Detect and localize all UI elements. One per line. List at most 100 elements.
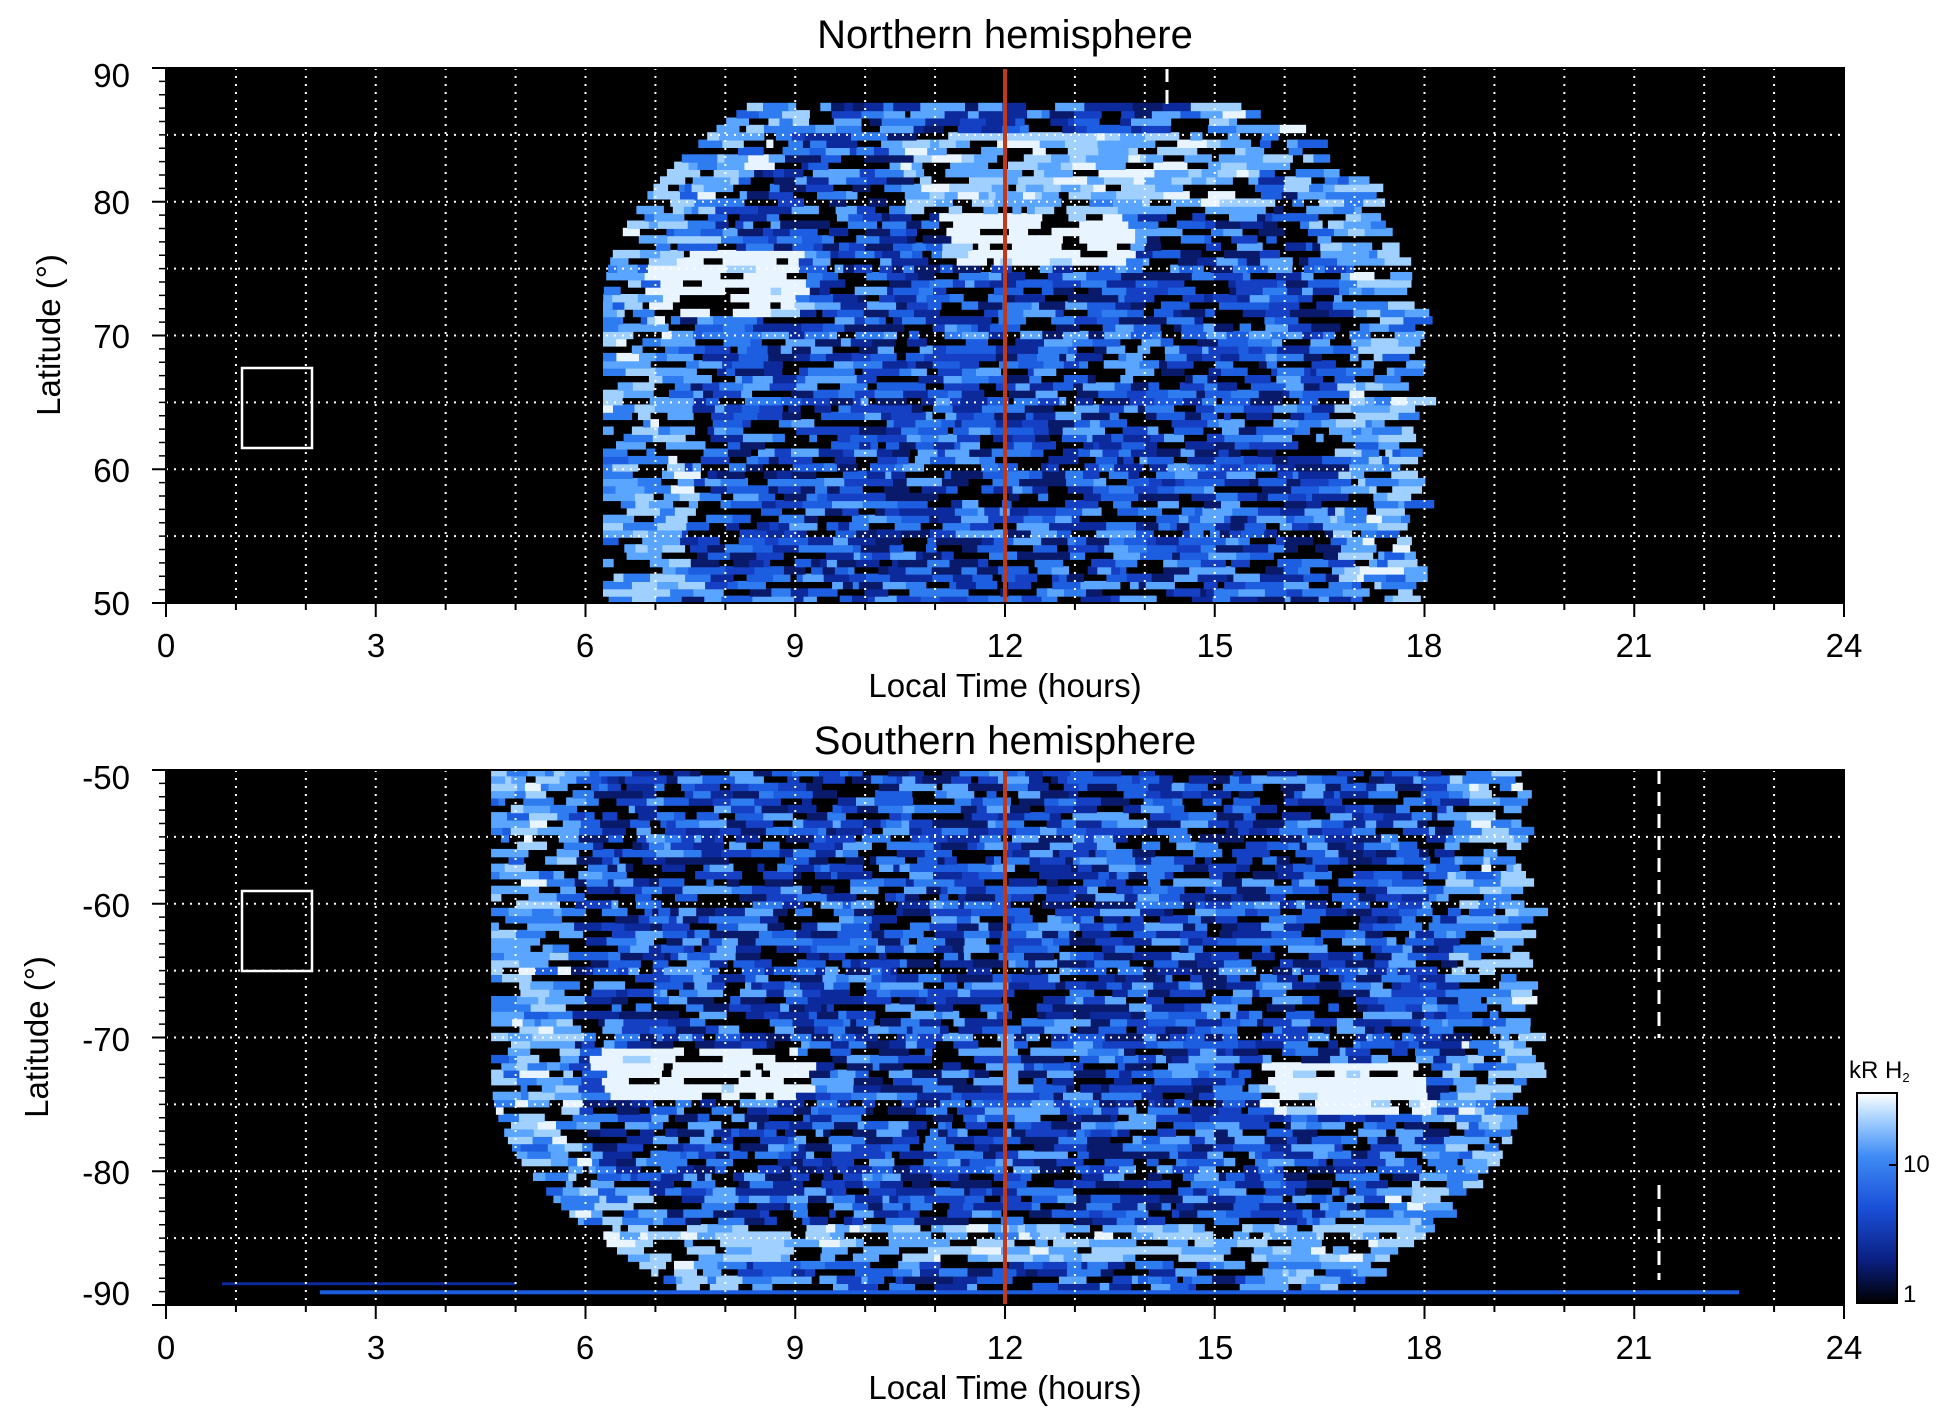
aurora-cell (868, 514, 888, 524)
aurora-cell (1072, 1179, 1097, 1189)
aurora-cell (903, 404, 913, 413)
aurora-cell (1340, 272, 1351, 281)
aurora-cell (1190, 102, 1213, 112)
aurora-cell (961, 514, 989, 524)
aurora-cell (1242, 308, 1267, 318)
aurora-cell (849, 146, 857, 156)
aurora-cell (1051, 1209, 1082, 1218)
aurora-cell (698, 915, 710, 924)
aurora-cell (588, 1165, 597, 1174)
aurora-cell (1295, 1047, 1319, 1056)
aurora-cell (590, 959, 609, 968)
aurora-cell (599, 1194, 607, 1204)
north-ticks (152, 67, 1845, 617)
aurora-cell (953, 117, 961, 126)
aurora-cell (1315, 981, 1342, 990)
aurora-cell (751, 352, 769, 362)
aurora-cell (1369, 1091, 1400, 1101)
aurora-cell (916, 294, 927, 303)
aurora-cell (878, 863, 894, 872)
aurora-cell (1145, 411, 1158, 421)
aurora-cell (1116, 885, 1134, 895)
aurora-cell (864, 154, 894, 163)
aurora-cell (832, 1187, 847, 1196)
aurora-cell (1358, 922, 1374, 931)
aurora-cell (1349, 397, 1366, 406)
aurora-cell (1260, 124, 1281, 134)
aurora-cell (1108, 863, 1137, 872)
aurora-cell (1158, 1003, 1186, 1012)
aurora-cell (726, 264, 757, 273)
aurora-cell (857, 294, 866, 303)
aurora-cell (989, 1143, 1006, 1152)
aurora-cell (1190, 1179, 1218, 1189)
aurora-cell (959, 117, 987, 126)
aurora-cell (854, 286, 875, 296)
aurora-cell (1007, 529, 1024, 538)
aurora-cell (1391, 841, 1400, 850)
aurora-cell (891, 124, 915, 134)
aurora-cell (1174, 169, 1189, 178)
aurora-cell (768, 352, 795, 362)
aurora-cell (763, 227, 774, 237)
aurora-cell (804, 1268, 816, 1277)
aurora-cell (1401, 981, 1421, 990)
aurora-cell (1089, 1238, 1113, 1248)
aurora-cell (1190, 974, 1203, 983)
aurora-cell (676, 1165, 695, 1174)
aurora-cell (606, 1238, 636, 1248)
aurora-cell (900, 1172, 918, 1181)
aurora-cell (754, 566, 785, 575)
aurora-cell (1309, 345, 1334, 354)
aurora-cell (1065, 856, 1074, 865)
aurora-cell (791, 205, 819, 215)
aurora-cell (1253, 1246, 1274, 1255)
aurora-cell (1373, 492, 1388, 502)
aurora-cell (927, 558, 951, 568)
aurora-cell (877, 878, 885, 887)
aurora-cell (1323, 169, 1340, 178)
aurora-cell (1055, 308, 1064, 318)
aurora-cell (1248, 345, 1263, 354)
aurora-cell (1154, 1099, 1164, 1108)
aurora-cell (1279, 382, 1287, 391)
aurora-cell (834, 841, 844, 850)
aurora-cell (556, 1121, 578, 1130)
aurora-cell (862, 871, 873, 880)
aurora-cell (853, 360, 883, 369)
aurora-cell (922, 1084, 954, 1093)
aurora-cell (1265, 885, 1294, 895)
aurora-cell (698, 1253, 707, 1262)
aurora-cell (942, 249, 969, 259)
aurora-cell (603, 389, 625, 399)
aurora-cell (491, 1032, 509, 1042)
aurora-cell (655, 316, 665, 325)
aurora-cell (1266, 235, 1277, 244)
aurora-cell (1033, 1077, 1047, 1086)
aurora-cell (933, 588, 963, 597)
aurora-cell (632, 841, 643, 850)
aurora-cell (750, 1003, 781, 1012)
aurora-cell (808, 536, 834, 546)
aurora-cell (785, 1069, 810, 1078)
aurora-cell (1422, 900, 1431, 909)
aurora-cell (549, 988, 565, 998)
aurora-cell (1345, 367, 1374, 376)
aurora-cell (1221, 161, 1248, 170)
aurora-cell (1205, 848, 1223, 858)
aurora-cell (1257, 1018, 1264, 1027)
aurora-cell (1401, 893, 1430, 902)
aurora-cell (1200, 588, 1207, 597)
aurora-cell (1321, 588, 1344, 597)
aurora-cell (1473, 1062, 1497, 1071)
aurora-cell (1350, 1231, 1364, 1240)
aurora-cell (976, 566, 999, 575)
aurora-cell (1513, 1040, 1526, 1049)
aurora-cell (1174, 856, 1196, 865)
aurora-cell (1204, 500, 1214, 509)
aurora-cell (693, 389, 704, 399)
aurora-cell (1517, 1069, 1547, 1078)
aurora-cell (621, 1172, 632, 1181)
aurora-cell (978, 871, 1005, 880)
aurora-cell (915, 419, 942, 428)
